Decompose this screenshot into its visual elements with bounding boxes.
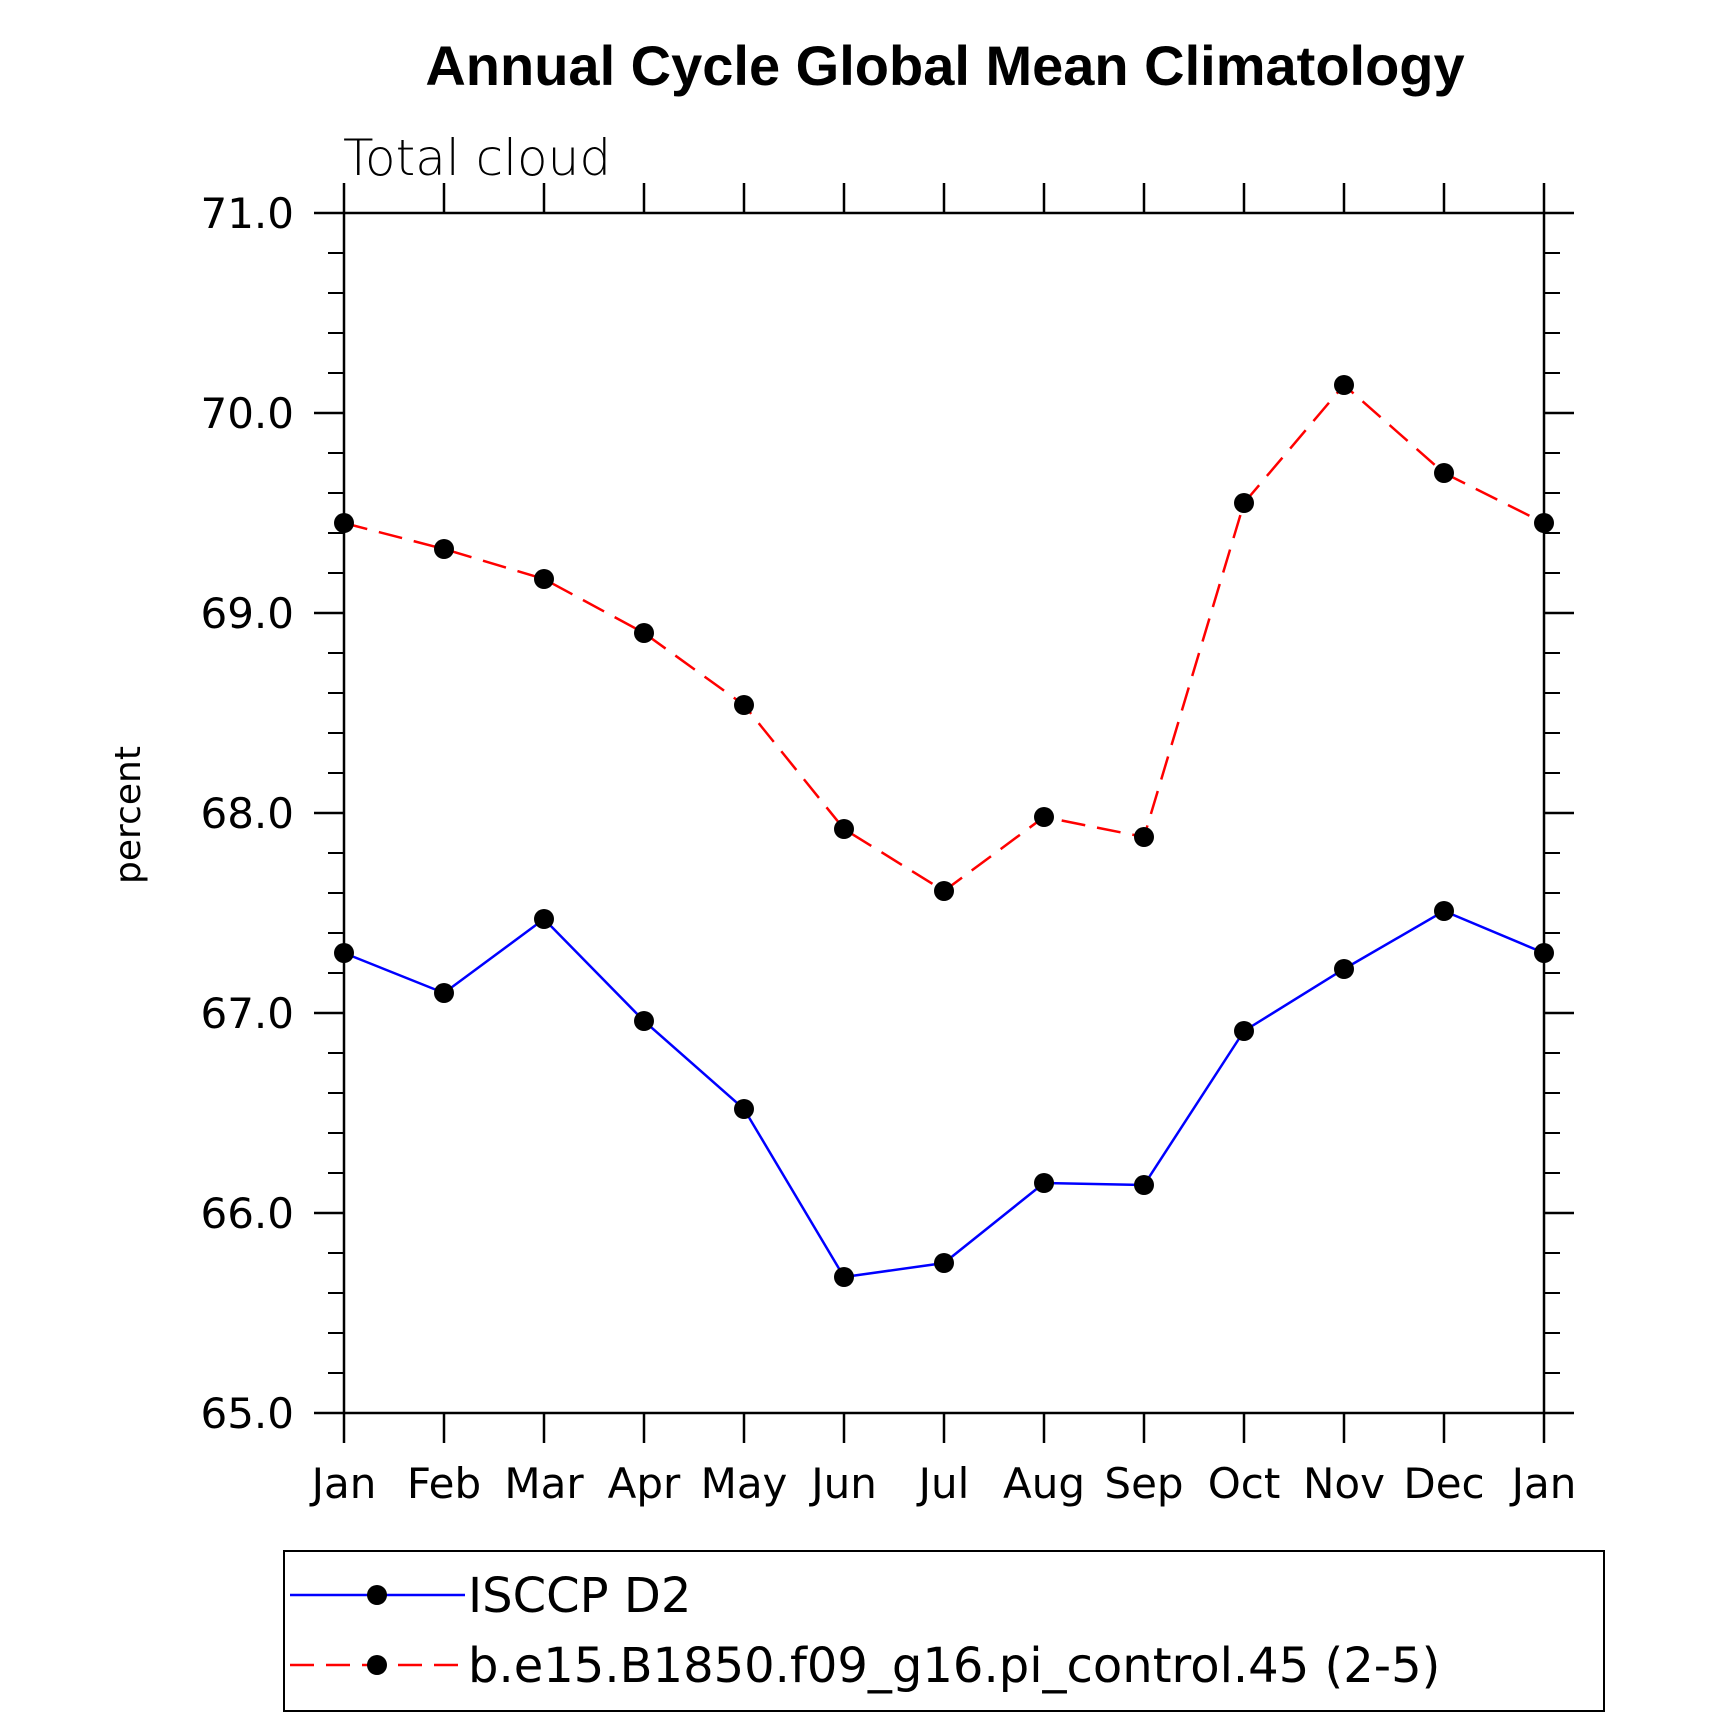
y-tick-label: 67.0 xyxy=(200,989,294,1038)
series-2-point xyxy=(834,819,854,839)
x-tick-label: Oct xyxy=(1208,1459,1281,1508)
series-line-1 xyxy=(343,909,1545,1279)
x-tick-label: Feb xyxy=(407,1459,481,1508)
y-axis-label: percent xyxy=(108,746,149,884)
series-1-point xyxy=(1334,959,1354,979)
legend-marker-1 xyxy=(367,1585,387,1605)
series-2-point xyxy=(1534,513,1554,533)
series-line-2 xyxy=(343,383,1545,893)
plot-frame xyxy=(342,211,1546,1415)
series-2-point xyxy=(634,623,654,643)
legend-items: ISCCP D2 b.e15.B1850.f09_g16.pi_control.4… xyxy=(290,1568,1440,1694)
x-tick-label: Dec xyxy=(1403,1459,1484,1508)
series-2-point xyxy=(534,569,554,589)
series-2-point xyxy=(1434,463,1454,483)
series-2-point xyxy=(1134,827,1154,847)
y-tick-label: 71.0 xyxy=(200,189,294,238)
y-tick-label: 69.0 xyxy=(200,589,294,638)
y-tick-label: 65.0 xyxy=(200,1389,294,1438)
series-1-point xyxy=(534,909,554,929)
axes: Jan Feb Mar Apr May Jun Jul Aug Sep Oct Nov Dec Jan 6… xyxy=(200,183,1576,1508)
series-1-point xyxy=(1534,943,1554,963)
x-tick-label: Jun xyxy=(808,1459,877,1508)
series-1-point xyxy=(734,1099,754,1119)
x-tick-label: Sep xyxy=(1104,1459,1183,1508)
series-2-point xyxy=(1234,493,1254,513)
series-2-point xyxy=(1334,375,1354,395)
series-1-point xyxy=(634,1011,654,1031)
x-tick-label: Jan xyxy=(1509,1459,1577,1508)
legend-marker-2 xyxy=(367,1655,387,1675)
series-layer xyxy=(334,375,1554,1287)
y-tick-label: 68.0 xyxy=(200,789,294,838)
chart-title: Annual Cycle Global Mean Climatology xyxy=(425,34,1464,97)
x-tick-label: Mar xyxy=(504,1459,584,1508)
x-tick-label: Jan xyxy=(309,1459,377,1508)
y-tick-label: 70.0 xyxy=(200,389,294,438)
series-1-point xyxy=(434,983,454,1003)
y-tick-label: 66.0 xyxy=(200,1189,294,1238)
series-1-point xyxy=(1134,1175,1154,1195)
x-tick-label: Apr xyxy=(608,1459,681,1508)
series-1-point xyxy=(834,1267,854,1287)
series-2-point xyxy=(934,881,954,901)
series-2-point xyxy=(1034,807,1054,827)
legend: ISCCP D2 b.e15.B1850.f09_g16.pi_control.4… xyxy=(283,1550,1605,1712)
chart-subtitle: Total cloud xyxy=(343,129,611,187)
x-tick-label: Nov xyxy=(1303,1459,1385,1508)
series-1-point xyxy=(934,1253,954,1273)
legend-label-1: ISCCP D2 xyxy=(468,1568,691,1624)
series-2-point xyxy=(334,513,354,533)
legend-box xyxy=(283,1550,1605,1712)
x-tick-label: Aug xyxy=(1003,1459,1085,1508)
x-tick-label: May xyxy=(701,1459,788,1508)
x-tick-label: Jul xyxy=(916,1459,970,1508)
series-2-point xyxy=(434,539,454,559)
series-1-point xyxy=(334,943,354,963)
series-1-point xyxy=(1434,901,1454,921)
legend-label-2: b.e15.B1850.f09_g16.pi_control.45 (2-5) xyxy=(468,1638,1440,1694)
series-2-point xyxy=(734,695,754,715)
series-1-point xyxy=(1234,1021,1254,1041)
series-1-point xyxy=(1034,1173,1054,1193)
